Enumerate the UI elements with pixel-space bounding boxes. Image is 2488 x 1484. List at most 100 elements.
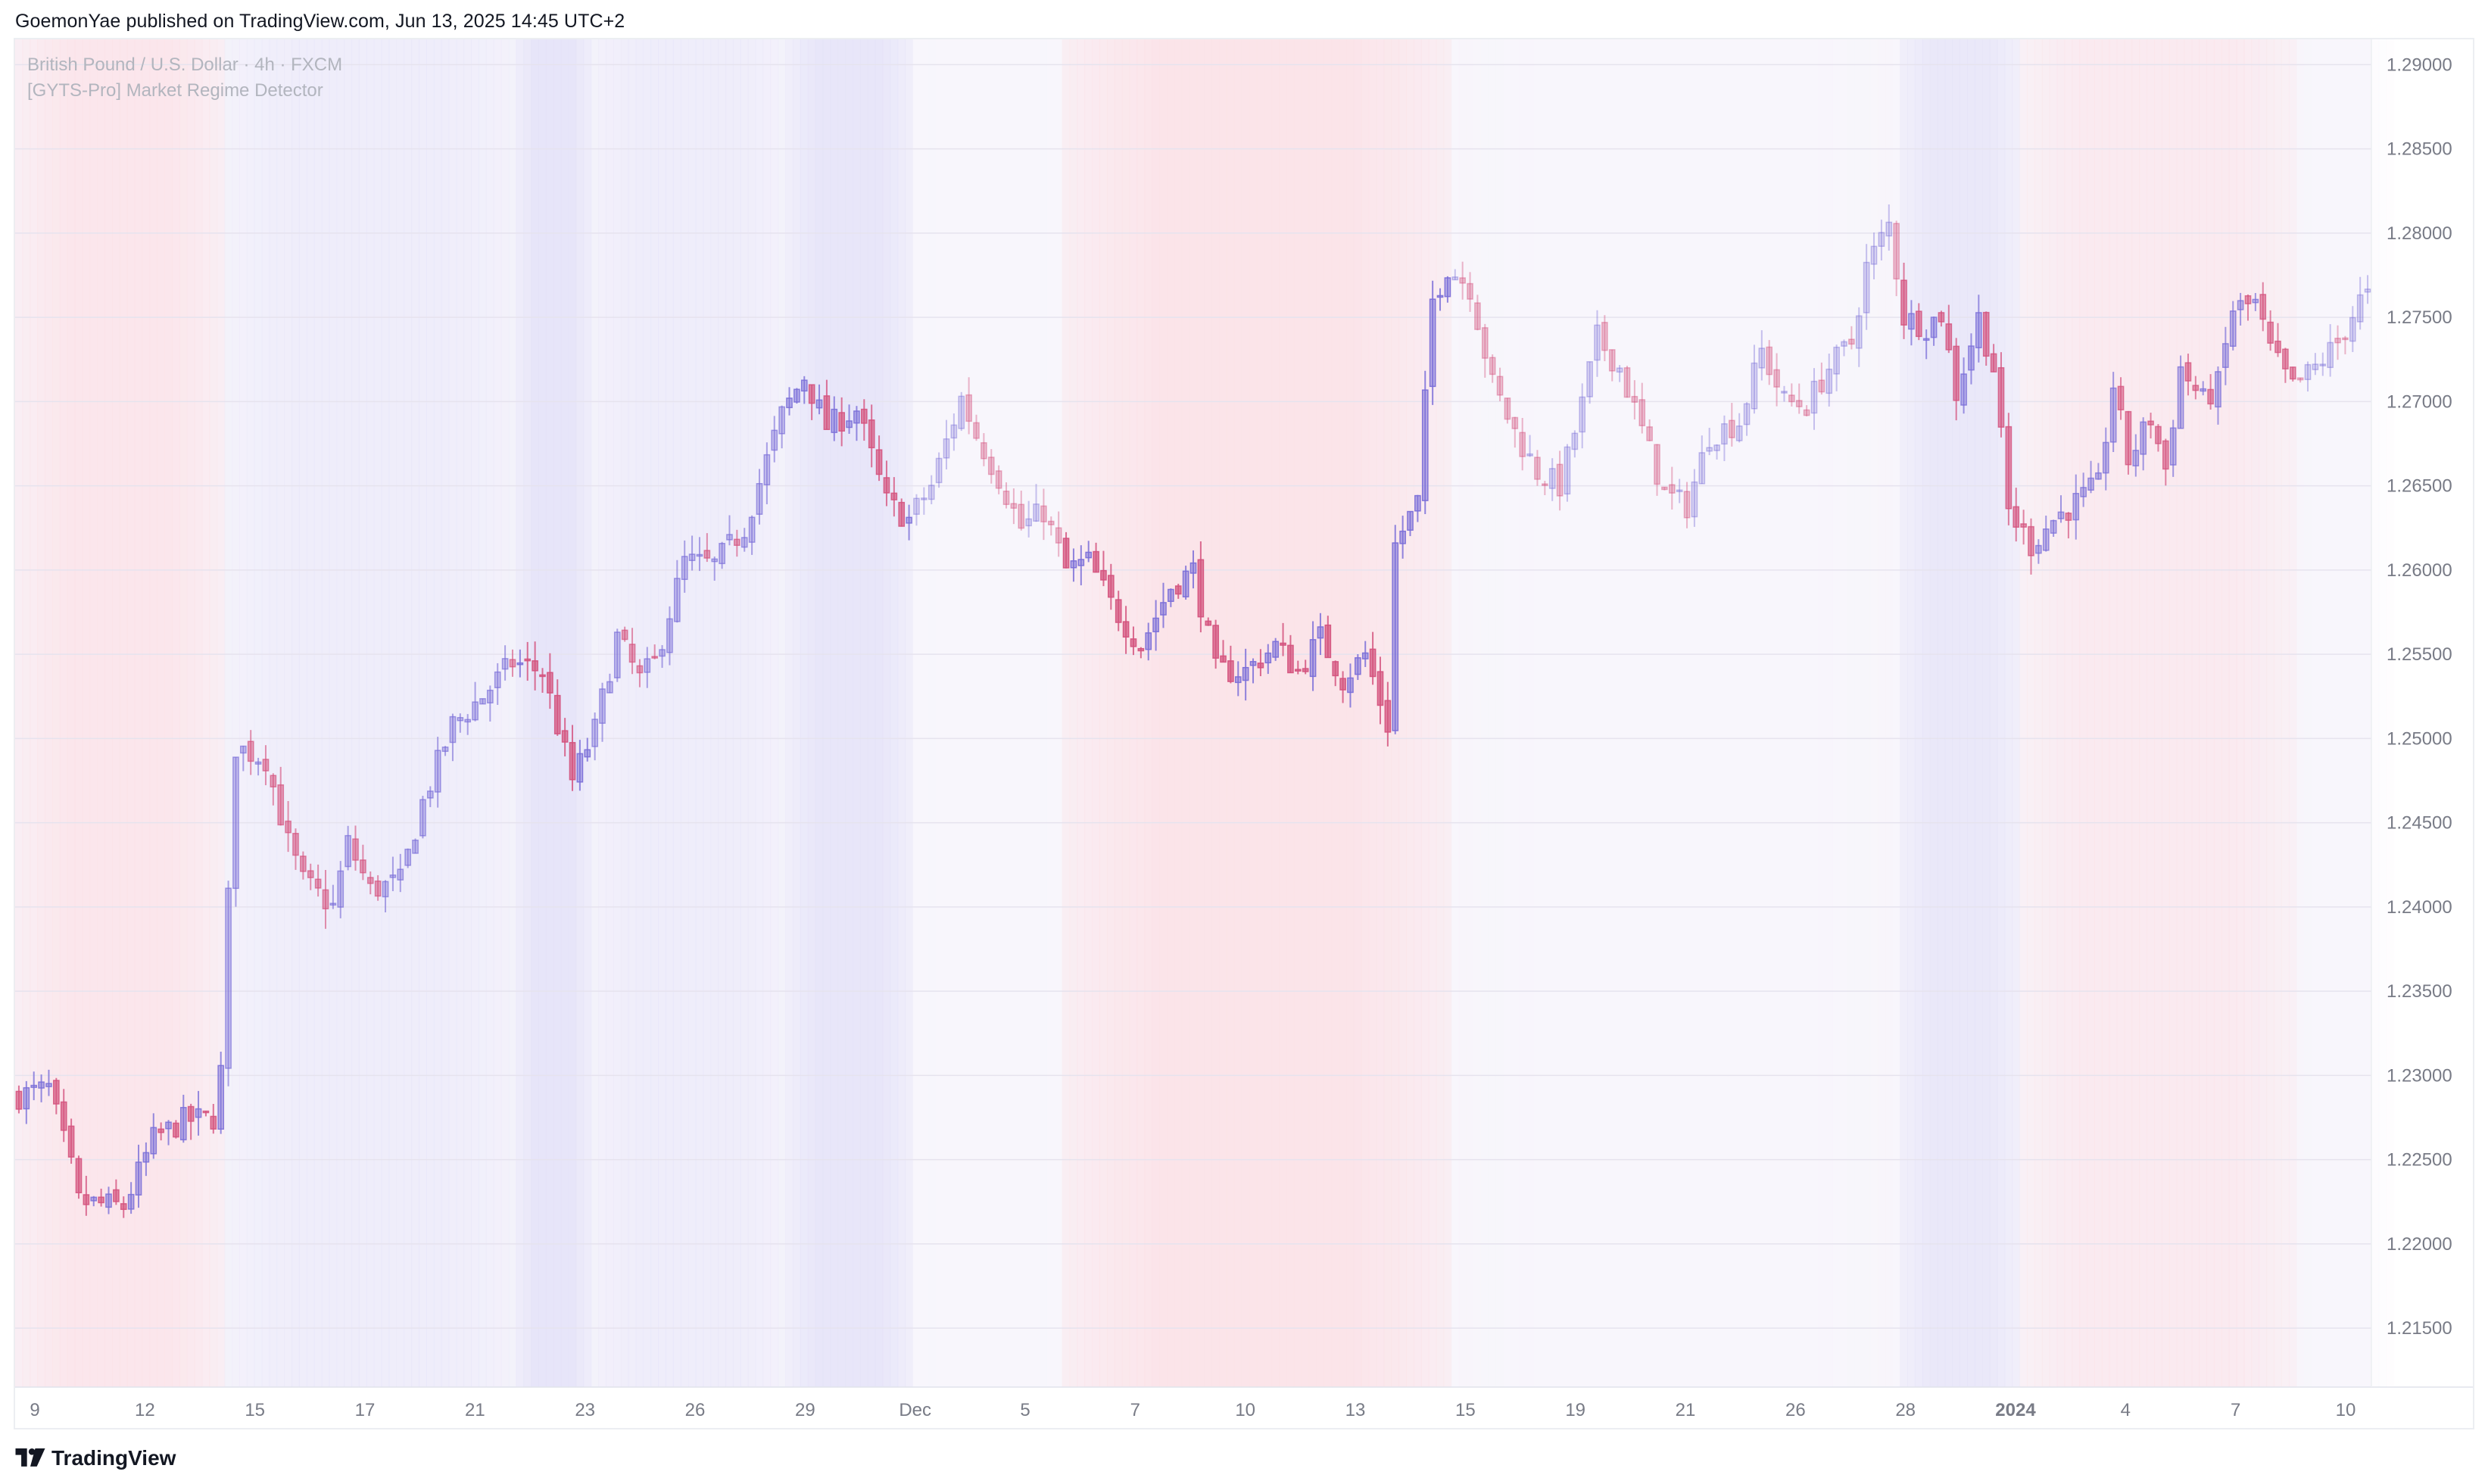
x-tick-label: 10 (2336, 1400, 2356, 1420)
x-tick-label: 9 (30, 1400, 39, 1420)
candle-body (2192, 385, 2200, 391)
candle-body (1436, 295, 1444, 298)
candle-body (800, 379, 808, 392)
regime-band (575, 39, 585, 1387)
regime-band (313, 39, 323, 1387)
regime-band (373, 39, 382, 1387)
candle-body (1848, 338, 1855, 345)
candle-body (2020, 523, 2027, 528)
footer-brand[interactable]: TradingView (15, 1446, 176, 1470)
regime-band (1563, 39, 1572, 1387)
candle-body (2200, 388, 2207, 392)
regime-band (1967, 39, 1975, 1387)
regime-band (1503, 39, 1512, 1387)
regime-band (1219, 39, 1227, 1387)
candle-body (127, 1193, 135, 1210)
candle-body (135, 1161, 142, 1196)
candle-body (1264, 652, 1272, 664)
candle-body (1018, 504, 1025, 529)
regime-band (358, 39, 367, 1387)
x-tick-label: 7 (1130, 1400, 1140, 1420)
regime-band (1339, 39, 1348, 1387)
candle-body (2184, 362, 2192, 382)
y-tick-label: 1.24000 (2387, 897, 2452, 918)
candle-body (711, 558, 719, 563)
candle-body (756, 483, 763, 515)
regime-band (1780, 39, 1788, 1387)
regime-band (538, 39, 547, 1387)
candle-body (2132, 450, 2140, 466)
candle-body (1287, 644, 1294, 674)
candle-body (2222, 343, 2229, 368)
candle-body (2013, 506, 2020, 528)
candle-body (928, 485, 935, 500)
regime-band (1667, 39, 1676, 1387)
candle-body (15, 1090, 23, 1110)
regime-band (2191, 39, 2200, 1387)
price-chart[interactable]: 1.29000 1.28500 1.28000 1.27500 1.27000 1.265… (14, 38, 2474, 1429)
regime-band (725, 39, 734, 1387)
y-tick-label: 1.23000 (2387, 1065, 2452, 1086)
candle-body (898, 501, 906, 527)
regime-band (2072, 39, 2081, 1387)
candle-body (352, 838, 359, 861)
regime-band (1099, 39, 1108, 1387)
regime-band (1136, 39, 1146, 1387)
candle-body (793, 388, 800, 403)
candle-body (1414, 494, 1421, 512)
candle-body (906, 516, 912, 524)
candle-body (2109, 387, 2117, 443)
regime-band (411, 39, 419, 1387)
candle-body (1355, 657, 1361, 675)
candle-body (1197, 559, 1205, 618)
candle-body (1369, 648, 1377, 678)
regime-band (845, 39, 853, 1387)
candle-body (921, 497, 928, 500)
candle-body (2169, 427, 2177, 466)
regime-band (545, 39, 554, 1387)
regime-band (1495, 39, 1504, 1387)
candle-body (1945, 323, 1953, 351)
candle-body (2162, 440, 2169, 470)
regime-band (1742, 39, 1751, 1387)
regime-band (1607, 39, 1617, 1387)
regime-band (1039, 39, 1048, 1387)
regime-band (2087, 39, 2095, 1387)
regime-band (292, 39, 300, 1387)
candle-body (2072, 493, 2080, 521)
candle-body (1444, 277, 1451, 298)
regime-band (164, 39, 173, 1387)
candle-body (1257, 662, 1264, 669)
candle-body (1062, 538, 1070, 569)
candle-body (1900, 279, 1907, 326)
regime-band (875, 39, 884, 1387)
regime-band (643, 39, 652, 1387)
regime-band (1765, 39, 1774, 1387)
regime-band (1653, 39, 1661, 1387)
regime-band (239, 39, 248, 1387)
candle-body (569, 742, 576, 781)
regime-band (2303, 39, 2312, 1387)
x-tick-label: 26 (1785, 1400, 1806, 1420)
candle-body (1571, 432, 1579, 450)
candle-body (314, 878, 322, 889)
regime-band (650, 39, 659, 1387)
regime-band (1144, 39, 1153, 1387)
regime-band (740, 39, 749, 1387)
regime-band (1436, 39, 1445, 1387)
candle-body (1968, 345, 1975, 371)
regime-band (1368, 39, 1377, 1387)
candle-body (1108, 575, 1115, 598)
regime-band (1698, 39, 1707, 1387)
regime-band (104, 39, 113, 1387)
y-tick-label: 1.27000 (2387, 391, 2452, 412)
candle-body (1594, 324, 1601, 361)
regime-band (433, 39, 442, 1387)
candle-body (1055, 527, 1062, 544)
candle-body (1033, 504, 1040, 522)
regime-band (852, 39, 861, 1387)
y-tick-label: 1.26500 (2387, 476, 2452, 497)
regime-band (919, 39, 928, 1387)
y-tick-label: 1.25500 (2387, 644, 2452, 665)
candle-body (1579, 396, 1586, 433)
